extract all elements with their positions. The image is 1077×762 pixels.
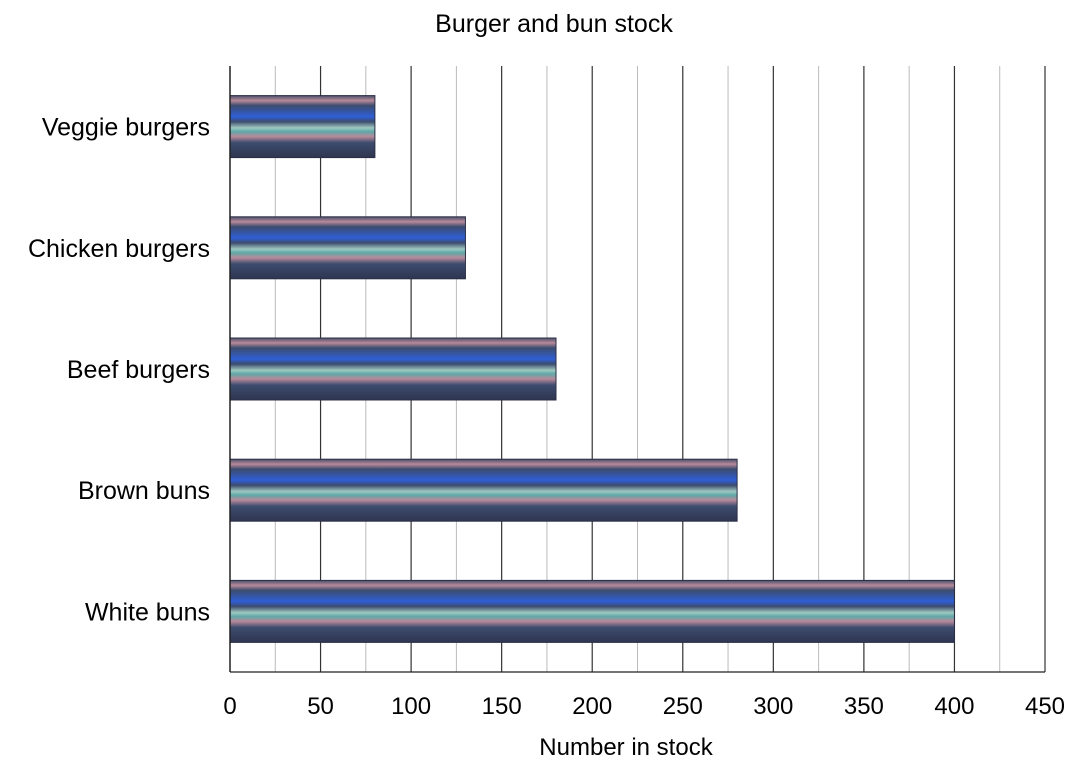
bar-veggie-burgers	[229, 95, 376, 159]
x-tick-label: 300	[753, 693, 793, 720]
bar-beef-burgers	[229, 337, 557, 401]
bar-chicken-burgers	[229, 216, 466, 280]
category-labels: Veggie burgers Chicken burgers Beef burger…	[28, 114, 210, 627]
category-label: Brown buns	[78, 477, 210, 505]
x-tick-label: 50	[307, 693, 334, 720]
x-tick-label: 150	[482, 693, 522, 720]
category-label: White buns	[85, 598, 210, 626]
x-tick-label: 200	[572, 693, 612, 720]
bars	[229, 95, 955, 643]
chart-title: Burger and bun stock	[435, 10, 673, 38]
category-label: Veggie burgers	[42, 114, 210, 142]
x-tick-label: 450	[1025, 693, 1065, 720]
category-label: Chicken burgers	[28, 235, 210, 263]
category-label: Beef burgers	[67, 356, 210, 384]
bar-white-buns	[229, 579, 955, 643]
x-tick-labels: 0 50 100 150 200 250 300 350 400 450	[223, 693, 1065, 720]
bar-brown-buns	[229, 458, 738, 522]
x-tick-label: 0	[223, 693, 236, 720]
x-tick-label: 400	[934, 693, 974, 720]
x-tick-label: 100	[391, 693, 431, 720]
x-axis-label: Number in stock	[539, 734, 713, 761]
x-tick-label: 250	[663, 693, 703, 720]
x-tick-label: 350	[844, 693, 884, 720]
